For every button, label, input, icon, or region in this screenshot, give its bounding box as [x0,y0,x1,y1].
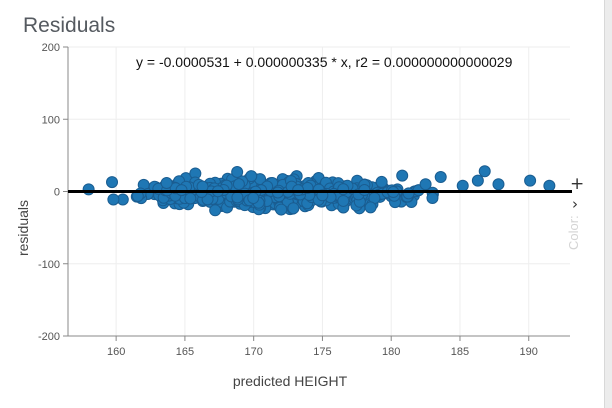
chevron-right-icon[interactable]: › [572,195,578,213]
y-axis-label: residuals [15,200,31,256]
color-control-label[interactable]: Color: [566,215,581,250]
data-point [419,178,432,191]
y-tick-label: 200 [42,42,60,54]
data-point [434,171,447,184]
x-tick-label: 165 [176,346,194,358]
data-point [543,179,556,192]
data-point [231,191,244,204]
x-tick-label: 185 [451,346,469,358]
data-point [160,177,173,190]
panel-title: Residuals [23,14,116,37]
y-tick-label: 0 [54,187,60,199]
x-tick-label: 160 [107,346,125,358]
data-point [426,192,439,205]
data-point [245,170,258,183]
data-point [337,194,350,207]
data-point [247,192,260,205]
data-point [492,178,505,191]
add-icon[interactable]: + [570,174,585,194]
y-tick-label: -200 [38,331,60,343]
data-point [364,201,377,214]
data-point [402,187,415,200]
data-point [396,169,409,182]
x-tick-label: 190 [520,346,538,358]
data-point [375,175,388,188]
data-point [524,174,537,187]
data-point [209,204,222,217]
data-point [106,176,119,189]
data-point [456,179,469,192]
data-point [478,165,491,178]
tick-labels: 160 165 170 175 180 185 190 -200 -100 0 100 200 [38,42,538,358]
data-point [231,165,244,178]
y-tick-label: 100 [42,114,60,126]
data-point [232,178,245,191]
x-tick-label: 180 [382,346,400,358]
y-tick-label: -100 [38,259,60,271]
panel-scrollbar[interactable] [604,0,612,408]
x-tick-label: 170 [244,346,262,358]
x-tick-label: 175 [313,346,331,358]
data-point [184,192,197,205]
data-point [107,193,120,206]
x-axis-label: predicted HEIGHT [233,373,348,389]
data-point [471,174,484,187]
data-point [287,202,300,215]
data-point [337,183,350,196]
data-point [82,183,95,196]
regression-annotation: y = -0.0000531 + 0.000000335 * x, r2 = 0… [136,54,513,70]
data-point [275,203,288,216]
